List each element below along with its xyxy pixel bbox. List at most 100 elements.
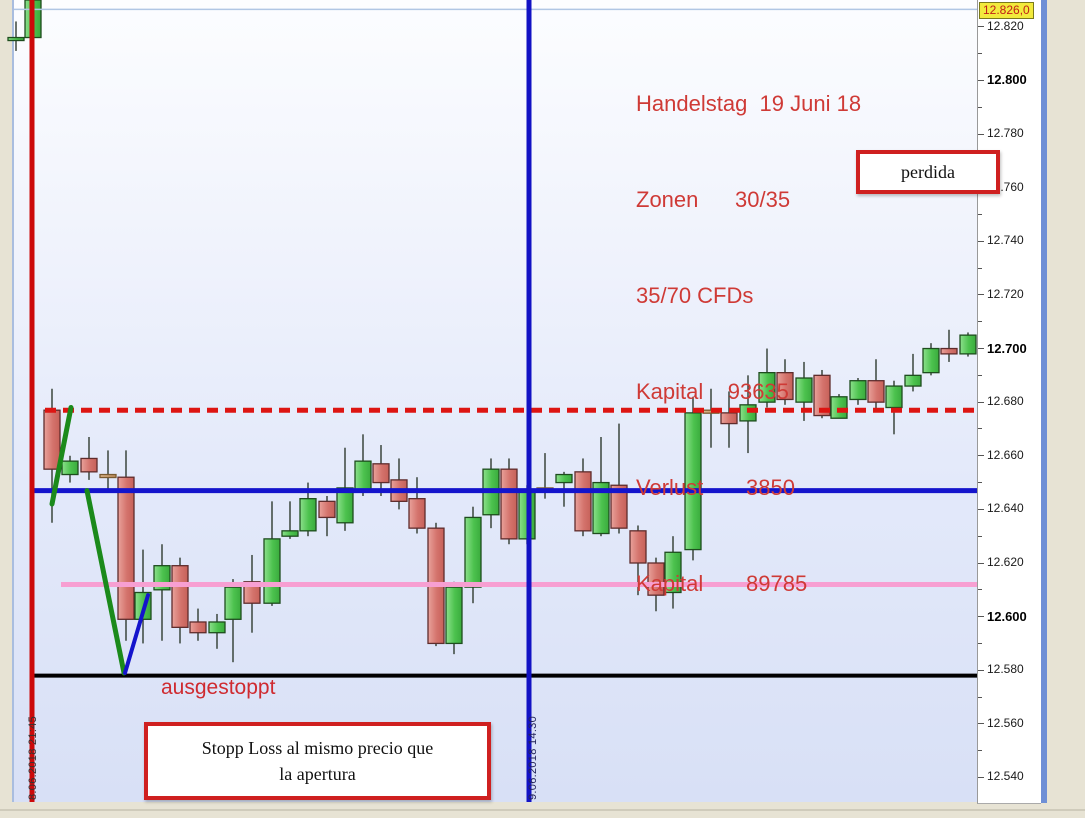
candle-body-bullish bbox=[281, 530, 299, 537]
candle-body-bullish bbox=[7, 36, 25, 42]
candle-body-bearish bbox=[940, 347, 958, 355]
info-line-handelstag: Handelstag 19 Juni 18 bbox=[636, 91, 862, 116]
green-drop-line bbox=[84, 488, 127, 676]
candle-body-bearish bbox=[629, 530, 647, 564]
trade-time-vline bbox=[526, 0, 532, 802]
axis-tick-label: 12.780 bbox=[987, 126, 1024, 141]
axis-tick-mark bbox=[978, 375, 982, 376]
axis-tick-mark bbox=[978, 723, 984, 724]
axis-tick-mark bbox=[978, 643, 982, 644]
axis-tick-mark bbox=[978, 428, 982, 429]
candle-body-bearish bbox=[243, 581, 261, 604]
candle-body-bullish bbox=[922, 347, 940, 374]
trade-info-panel[interactable]: Handelstag 19 Juni 18 Zonen 30/35 35/70 … bbox=[636, 24, 861, 664]
axis-tick-mark bbox=[978, 455, 984, 456]
axis-tick-mark bbox=[978, 402, 984, 403]
candle-body-bullish bbox=[354, 460, 372, 492]
candle-body-bullish bbox=[263, 538, 281, 604]
axis-tick-mark bbox=[978, 107, 982, 108]
candle-body-bearish bbox=[43, 409, 61, 470]
ausgestoppt-label[interactable]: ausgestoppt bbox=[161, 676, 276, 699]
axis-tick-label: 12.800 bbox=[987, 72, 1027, 88]
axis-tick-label: 12.740 bbox=[987, 233, 1024, 248]
candle-body-bullish bbox=[555, 473, 573, 484]
axis-tick-mark bbox=[978, 697, 982, 698]
info-line-verlust: Verlust 3850 bbox=[636, 475, 795, 500]
green-entry-line bbox=[49, 405, 74, 507]
candle-body-bullish bbox=[445, 586, 463, 645]
axis-tick-mark bbox=[978, 214, 982, 215]
axis-tick-mark bbox=[978, 26, 984, 27]
candle-body-bearish bbox=[117, 476, 135, 620]
stop-box-line1: Stopp Loss al mismo precio que bbox=[201, 738, 434, 758]
axis-tick-label: 12.580 bbox=[987, 662, 1024, 677]
info-line-kapital-before: Kapital 93635 bbox=[636, 379, 789, 404]
candle-body-bullish bbox=[904, 374, 922, 387]
candle-body-bearish bbox=[647, 562, 665, 596]
axis-tick-label: 12.720 bbox=[987, 286, 1024, 301]
axis-tick-label: 12.700 bbox=[987, 340, 1027, 356]
chart-plot-area[interactable]: 8.06.2018 21:45 9.06.2018 14:30 Handelst… bbox=[7, 0, 1000, 802]
candle-body-bearish bbox=[720, 412, 738, 425]
axis-tick-mark bbox=[978, 80, 984, 81]
axis-tick-mark bbox=[978, 241, 984, 242]
candle-body-bullish bbox=[208, 621, 226, 634]
candle-body-bullish bbox=[830, 396, 848, 419]
stop-box-line2: la apertura bbox=[279, 764, 356, 784]
candle-body-bearish bbox=[610, 484, 628, 529]
stop-loss-annotation-box[interactable]: Stopp Loss al mismo precio que la apertu… bbox=[144, 722, 491, 800]
axis-tick-label: 12.660 bbox=[987, 447, 1024, 462]
axis-tick-label: 12.640 bbox=[987, 501, 1024, 516]
axis-tick-mark bbox=[978, 482, 982, 483]
axis-tick-mark bbox=[978, 348, 984, 349]
info-line-kapital-after: Kapital 89785 bbox=[636, 571, 808, 596]
candlestick-chart bbox=[7, 0, 979, 802]
axis-tick-mark bbox=[978, 750, 982, 751]
axis-tick-label: 12.560 bbox=[987, 715, 1024, 730]
vline-timestamp-middle: 9.06.2018 14:30 bbox=[527, 715, 539, 800]
axis-tick-mark bbox=[978, 670, 984, 671]
axis-tick-label: 12.540 bbox=[987, 769, 1024, 784]
window-border-bar bbox=[1040, 0, 1047, 803]
perdida-annotation-box[interactable]: perdida bbox=[856, 150, 1000, 194]
candle-body-bearish bbox=[372, 463, 390, 484]
info-line-cfds: 35/70 CFDs bbox=[636, 283, 754, 308]
candle-body-bearish bbox=[318, 500, 336, 519]
candle-body-bullish bbox=[758, 372, 776, 403]
price-axis[interactable]: 12.826,0 12.820 12.800 12.780 12.760 12.740 1… bbox=[977, 0, 1041, 804]
axis-tick-mark bbox=[978, 589, 982, 590]
candle-body-bullish bbox=[299, 498, 317, 532]
candle-body-bullish bbox=[224, 586, 242, 620]
candle-body-bearish bbox=[867, 380, 885, 403]
axis-tick-label: 12.600 bbox=[987, 608, 1027, 624]
candle-body-bearish bbox=[776, 372, 794, 401]
axis-tick-mark bbox=[978, 616, 984, 617]
axis-tick-mark bbox=[978, 268, 982, 269]
candle-body-bullish bbox=[61, 460, 79, 476]
candle-body-bearish bbox=[171, 565, 189, 628]
axis-tick-label: 12.620 bbox=[987, 555, 1024, 569]
axis-tick-mark bbox=[978, 563, 984, 564]
candle-body-bullish bbox=[849, 380, 867, 401]
axis-tick-label: 12.820 bbox=[987, 18, 1024, 33]
candle-body-bearish bbox=[189, 621, 207, 634]
candle-body-bearish bbox=[408, 498, 426, 529]
candle-body-bearish bbox=[500, 468, 518, 540]
candle-body-bullish bbox=[885, 385, 903, 409]
candle-body-bullish bbox=[464, 516, 482, 588]
candle-body-bearish bbox=[574, 471, 592, 532]
axis-tick-mark bbox=[978, 321, 982, 322]
window-bottom-shadow bbox=[0, 809, 1085, 811]
candle-body-bullish bbox=[684, 412, 702, 551]
candle-body-bullish bbox=[336, 487, 354, 524]
axis-tick-mark bbox=[978, 294, 984, 295]
candle-body-bullish bbox=[959, 334, 977, 355]
candle-body-bearish bbox=[813, 374, 831, 417]
candle-body-bullish bbox=[592, 481, 610, 535]
info-line-zonen: Zonen 30/35 bbox=[636, 187, 791, 212]
axis-tick-mark bbox=[978, 777, 984, 778]
axis-tick-mark bbox=[978, 509, 984, 510]
perdida-label: perdida bbox=[901, 161, 955, 182]
axis-tick-mark bbox=[978, 536, 982, 537]
